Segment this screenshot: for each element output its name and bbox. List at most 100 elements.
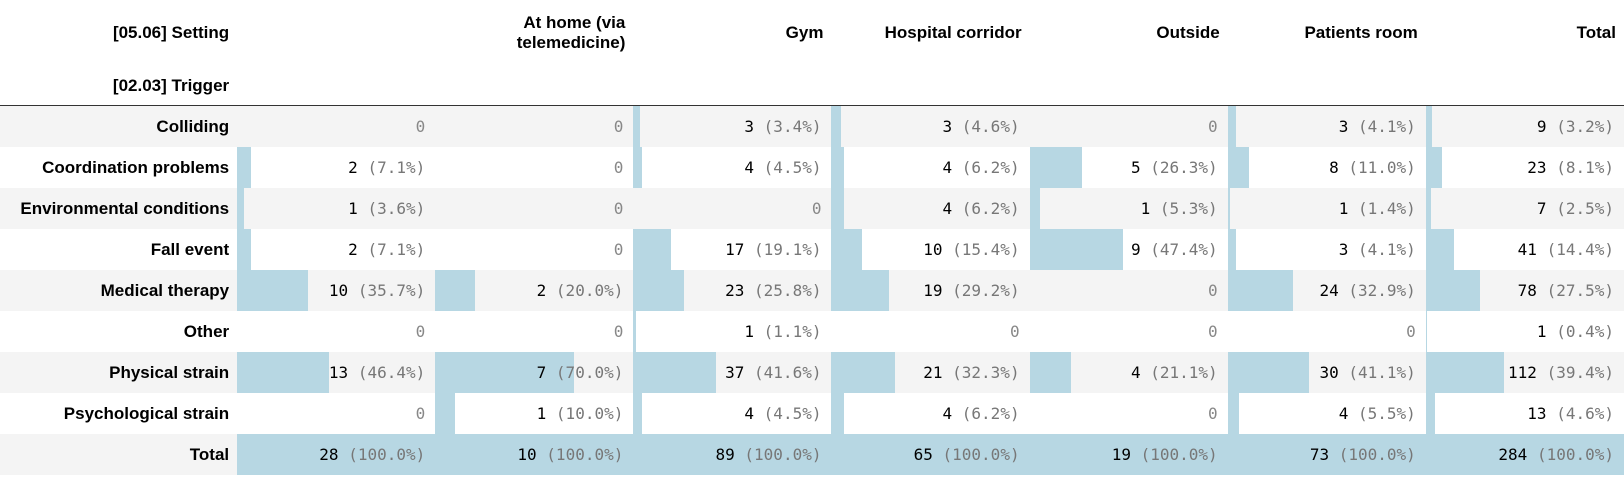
cell-percent: (20.0%): [555, 281, 624, 300]
table-cell: 23 (8.1%): [1425, 147, 1624, 188]
cell-count: 9: [1536, 117, 1547, 136]
table-cell: 23 (25.8%): [633, 270, 831, 311]
cell-count: 0: [811, 199, 822, 218]
table-cell: 112 (39.4%): [1425, 352, 1624, 393]
table-cell: 2 (20.0%): [435, 270, 633, 311]
table-cell: 8 (11.0%): [1227, 147, 1426, 188]
table-cell: 0: [435, 229, 633, 270]
table-cell: 0: [237, 311, 435, 352]
share-bar: [831, 352, 896, 393]
table-cell: 0: [1030, 270, 1228, 311]
row-variable-label: [05.06] Setting: [112, 23, 230, 42]
column-header: Gym: [785, 23, 824, 42]
cell-count: 0: [613, 199, 624, 218]
share-bar: [1425, 270, 1481, 311]
cell-percent: (6.2%): [961, 158, 1020, 177]
table-cell: 13 (4.6%): [1425, 393, 1624, 434]
share-bar: [831, 147, 844, 188]
share-bar: [1029, 188, 1041, 229]
table-cell: 7 (70.0%): [435, 352, 633, 393]
cell-percent: (4.1%): [1358, 117, 1416, 136]
cell-count: 3: [1338, 240, 1349, 259]
table-cell: 10 (35.7%): [237, 270, 435, 311]
cell-count: 3: [942, 117, 953, 136]
cell-count: 30: [1319, 363, 1339, 382]
cell-count: 4: [1130, 363, 1141, 382]
share-bar: [237, 352, 330, 393]
cell-count: 28: [319, 445, 339, 464]
share-bar: [1029, 352, 1072, 393]
share-bar: [435, 270, 475, 311]
share-bar: [1029, 229, 1124, 270]
cell-count: 0: [415, 322, 426, 341]
share-bar: [435, 434, 634, 475]
column-header: Hospital corridor: [884, 23, 1022, 42]
cell-count: 0: [613, 240, 624, 259]
cell-percent: (10.0%): [555, 404, 624, 423]
cell-percent: (21.1%): [1150, 363, 1218, 382]
cell-count: 284: [1498, 445, 1528, 464]
cell-count: 7: [1536, 199, 1547, 218]
cell-count: 4: [942, 404, 953, 423]
cell-percent: (32.9%): [1348, 281, 1416, 300]
share-bar: [633, 147, 643, 188]
row-label: Medical therapy: [100, 280, 230, 300]
share-bar: [1227, 229, 1236, 270]
cell-percent: (11.0%): [1348, 158, 1416, 177]
table-cell: 4 (6.2%): [831, 147, 1029, 188]
table-cell: 3 (3.4%): [633, 106, 831, 147]
cell-count: 23: [1527, 158, 1547, 177]
column-header: Outside: [1156, 23, 1220, 42]
table-cell: 0: [435, 311, 633, 352]
table-cell: 10 (100.0%): [435, 434, 634, 475]
share-bar: [1425, 147, 1442, 188]
cell-count: 24: [1319, 281, 1339, 300]
cell-percent: (15.4%): [952, 240, 1020, 259]
cell-percent: (26.3%): [1150, 158, 1218, 177]
cell-count: 0: [1009, 322, 1020, 341]
table-cell: 0: [237, 106, 435, 148]
cell-count: 17: [725, 240, 745, 259]
table-cell: 284 (100.0%): [1425, 434, 1624, 475]
share-bar: [1227, 270, 1293, 311]
share-bar: [1425, 393, 1435, 434]
cell-percent: (4.1%): [1358, 240, 1416, 259]
cell-percent: (25.8%): [754, 281, 822, 300]
table-cell: 9 (3.2%): [1425, 106, 1624, 147]
share-bar: [237, 270, 308, 311]
table-cell: 17 (19.1%): [633, 229, 831, 270]
share-bar: [1227, 352, 1310, 393]
cell-count: 89: [715, 445, 735, 464]
share-bar: [1425, 106, 1433, 147]
table-cell: 3 (4.1%): [1227, 106, 1426, 147]
cell-count: 21: [923, 363, 943, 382]
cell-percent: (19.1%): [754, 240, 822, 259]
table-cell: 4 (6.2%): [831, 188, 1029, 229]
share-bar: [1227, 434, 1426, 475]
table-cell: 19 (100.0%): [1029, 434, 1228, 475]
cell-percent: (41.6%): [754, 363, 822, 382]
table-cell: 2 (7.1%): [237, 229, 435, 270]
table-cell: 73 (100.0%): [1227, 434, 1426, 475]
share-bar: [1227, 188, 1231, 229]
cell-percent: (39.4%): [1546, 363, 1614, 382]
table-cell: 21 (32.3%): [831, 352, 1029, 393]
share-bar: [1227, 106, 1236, 147]
cell-percent: (2.5%): [1556, 199, 1614, 218]
table-cell: 89 (100.0%): [633, 434, 832, 475]
share-bar: [633, 434, 832, 475]
cell-percent: (41.1%): [1348, 363, 1416, 382]
table-cell: 0: [237, 393, 435, 434]
cell-count: 23: [725, 281, 745, 300]
cell-count: 65: [913, 445, 933, 464]
cell-percent: (4.6%): [961, 117, 1020, 136]
cell-percent: (47.4%): [1150, 240, 1218, 259]
cell-percent: (7.1%): [367, 240, 426, 259]
cell-percent: (100.0%): [1536, 445, 1614, 464]
cell-percent: (8.1%): [1556, 158, 1614, 177]
cell-count: 0: [613, 322, 624, 341]
share-bar: [1029, 434, 1228, 475]
cell-percent: (0.4%): [1556, 322, 1614, 341]
column-header: At home (via telemedicine): [516, 13, 626, 52]
cell-count: 0: [1406, 322, 1416, 341]
